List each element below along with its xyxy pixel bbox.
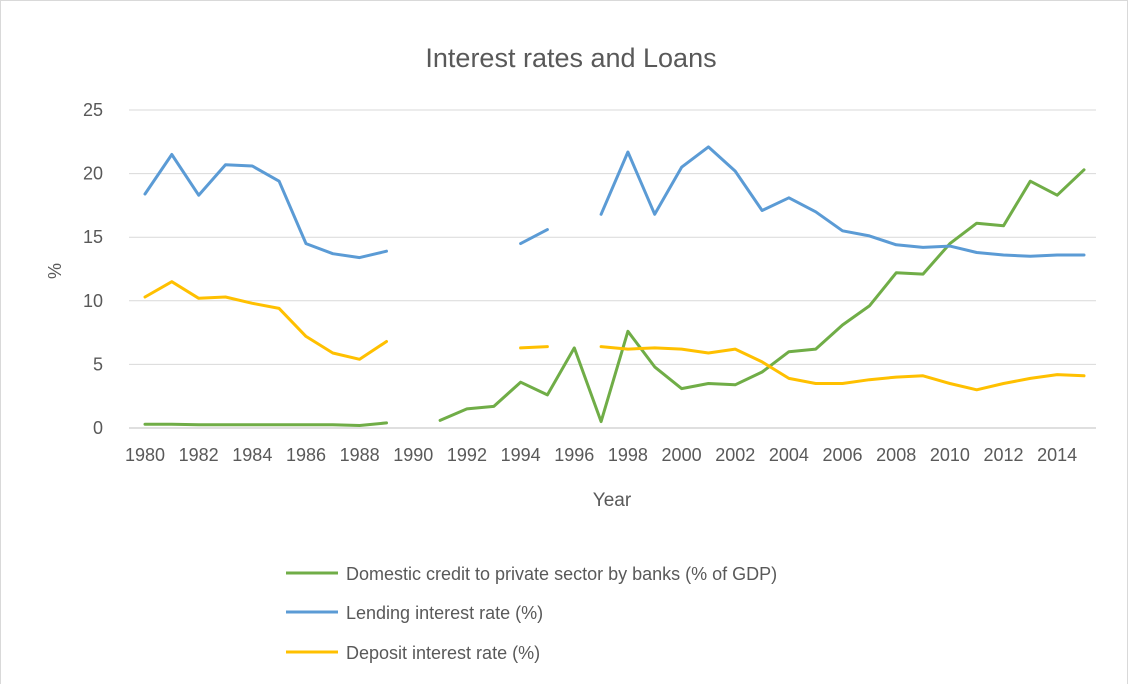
y-tick-label: 5 [93, 354, 103, 374]
x-tick-label: 2012 [983, 445, 1023, 465]
x-tick-label: 1980 [125, 445, 165, 465]
series-line-segment [438, 168, 1086, 424]
series-line-segment [143, 421, 388, 427]
legend-label: Deposit interest rate (%) [346, 643, 540, 663]
x-tick-label: 2006 [823, 445, 863, 465]
series-line-segment [599, 145, 1086, 258]
y-tick-label: 0 [93, 418, 103, 438]
legend-item: Domestic credit to private sector by ban… [286, 564, 777, 584]
x-tick-label: 1992 [447, 445, 487, 465]
y-tick-label: 25 [83, 100, 103, 120]
x-tick-label: 1984 [232, 445, 272, 465]
series-line-segment [143, 153, 388, 260]
y-axis-label: % [45, 263, 65, 279]
series-line-segment [143, 280, 388, 361]
series-lines [143, 145, 1086, 427]
x-tick-label: 2002 [715, 445, 755, 465]
chart-title: Interest rates and Loans [425, 43, 716, 73]
y-tick-label: 10 [83, 291, 103, 311]
legend: Domestic credit to private sector by ban… [286, 564, 777, 663]
x-tick-label: 2014 [1037, 445, 1077, 465]
x-tick-label: 1994 [501, 445, 541, 465]
legend-item: Deposit interest rate (%) [286, 643, 540, 663]
gridlines [129, 109, 1096, 429]
x-tick-label: 1990 [393, 445, 433, 465]
legend-label: Domestic credit to private sector by ban… [346, 564, 777, 584]
x-axis-label: Year [593, 490, 632, 511]
x-axis-ticks: 1980 1982 1984 1986 1988 1990 1992 1994 1996 1998… [125, 445, 1077, 465]
x-tick-label: 1998 [608, 445, 648, 465]
x-tick-label: 1996 [554, 445, 594, 465]
series-line-segment [599, 345, 1086, 392]
x-tick-label: 2008 [876, 445, 916, 465]
series-line-segment [519, 345, 549, 350]
x-tick-label: 1988 [340, 445, 380, 465]
series-2 [143, 145, 1086, 260]
y-tick-label: 20 [83, 164, 103, 184]
x-tick-label: 2010 [930, 445, 970, 465]
x-tick-label: 2004 [769, 445, 809, 465]
series-3 [143, 280, 1086, 392]
x-tick-label: 2000 [662, 445, 702, 465]
y-axis-ticks: 0 5 10 15 20 25 [83, 100, 103, 438]
series-1 [143, 168, 1086, 427]
legend-label: Lending interest rate (%) [346, 603, 543, 623]
x-tick-label: 1982 [179, 445, 219, 465]
x-tick-label: 1986 [286, 445, 326, 465]
y-tick-label: 15 [83, 227, 103, 247]
series-line-segment [519, 228, 549, 246]
legend-item: Lending interest rate (%) [286, 603, 543, 623]
